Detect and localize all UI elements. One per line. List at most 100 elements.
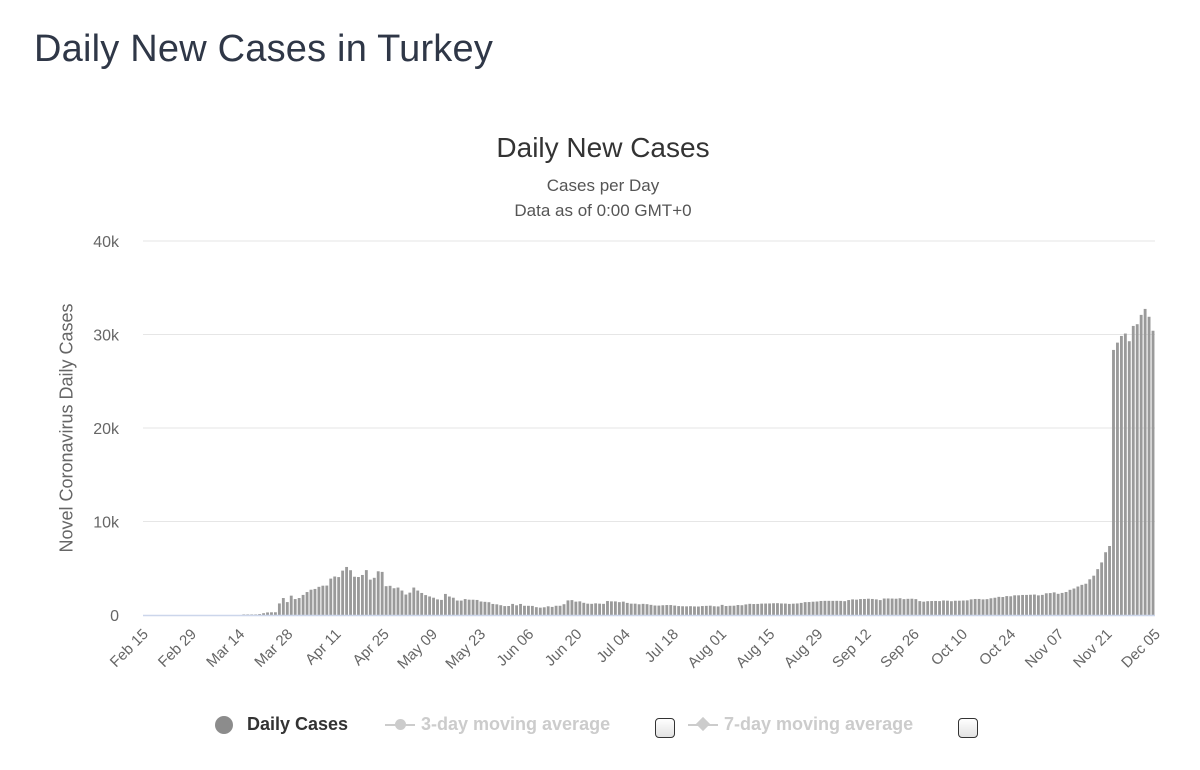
bar [578, 601, 582, 615]
bar [1072, 588, 1076, 615]
line-circle-marker-icon [385, 718, 415, 730]
bar [898, 598, 902, 615]
x-tick-label: Aug 29 [781, 626, 827, 672]
bar [1135, 324, 1139, 615]
bar [530, 605, 534, 615]
bar [768, 603, 771, 615]
bar [270, 612, 273, 615]
legend-label: 7-day moving average [724, 714, 914, 734]
bar [519, 603, 522, 615]
bar [756, 603, 760, 615]
bar [855, 599, 858, 615]
bar [704, 605, 708, 615]
bar [882, 598, 886, 615]
bar [772, 603, 775, 615]
bar [574, 601, 578, 615]
legend-label: 3-day moving average [421, 714, 611, 734]
bar [902, 599, 906, 615]
bar [1056, 593, 1060, 615]
7-day-average-checkbox[interactable] [958, 718, 978, 738]
bar [1100, 562, 1104, 615]
bar [780, 603, 783, 615]
bar [250, 614, 254, 615]
x-tick-label: Aug 15 [733, 626, 779, 672]
bar [281, 598, 285, 615]
bar [258, 614, 262, 615]
bar [475, 599, 479, 615]
bar [795, 603, 799, 615]
bar [981, 599, 985, 615]
bar [582, 602, 586, 615]
legend-7-day-moving-average[interactable]: 7-day moving average [688, 714, 913, 735]
bar [910, 598, 914, 615]
bar [866, 598, 870, 615]
y-tick-label: 10k [93, 515, 120, 532]
bar [594, 603, 598, 615]
bar [819, 600, 823, 615]
bar [412, 587, 416, 615]
bar [1108, 545, 1111, 615]
legend-label: Daily Cases [247, 714, 349, 734]
bar [610, 601, 613, 615]
bar [447, 596, 451, 615]
3-day-average-checkbox[interactable] [655, 718, 675, 738]
bar [752, 604, 756, 615]
bar [534, 607, 538, 615]
x-tick-label: Apr 25 [350, 626, 393, 669]
legend-daily-cases[interactable]: Daily Cases [215, 714, 348, 735]
bar [957, 600, 961, 615]
bar [1092, 575, 1096, 615]
bar [776, 603, 779, 615]
bar [906, 598, 910, 615]
bar [266, 612, 269, 615]
bar [1131, 325, 1135, 615]
bar [538, 607, 542, 615]
bar [949, 601, 953, 615]
bar [424, 595, 428, 615]
bar [353, 576, 356, 615]
x-tick-label: Jun 20 [542, 626, 586, 670]
bar [685, 606, 688, 615]
y-tick-label: 40k [93, 234, 120, 251]
bar [1076, 586, 1080, 615]
bar [673, 605, 677, 615]
y-tick-label: 30k [93, 328, 120, 345]
bar [396, 587, 400, 615]
legend-3-day-moving-average[interactable]: 3-day moving average [385, 714, 610, 735]
bar [760, 603, 764, 615]
bar [455, 600, 459, 615]
bar [546, 606, 550, 615]
chart-legend: Daily Cases 3-day moving average 7-day m… [0, 708, 1200, 748]
bar [890, 598, 894, 615]
bar [598, 603, 602, 615]
bar [724, 606, 728, 615]
bar [870, 598, 874, 615]
bar [712, 606, 716, 615]
bar [625, 602, 629, 615]
bar [388, 585, 392, 615]
bar [570, 600, 574, 615]
bar [629, 603, 633, 615]
x-tick-label: May 09 [394, 626, 441, 673]
bar [1036, 595, 1040, 615]
bar [661, 605, 665, 615]
bar [720, 604, 724, 615]
bar [938, 601, 941, 615]
bar [459, 600, 463, 615]
bar [740, 605, 744, 615]
bar [432, 597, 435, 615]
x-tick-label: Dec 05 [1118, 626, 1164, 672]
bar [550, 606, 554, 615]
bar [637, 604, 641, 615]
x-tick-label: Jul 18 [642, 626, 682, 666]
bar [254, 614, 258, 615]
bar [404, 594, 408, 615]
bar [400, 590, 404, 615]
bar [1151, 330, 1155, 615]
bar [503, 606, 507, 615]
bar [918, 601, 922, 615]
bar [511, 603, 515, 615]
bar [357, 577, 360, 615]
bar [811, 601, 815, 615]
bar [345, 566, 349, 615]
